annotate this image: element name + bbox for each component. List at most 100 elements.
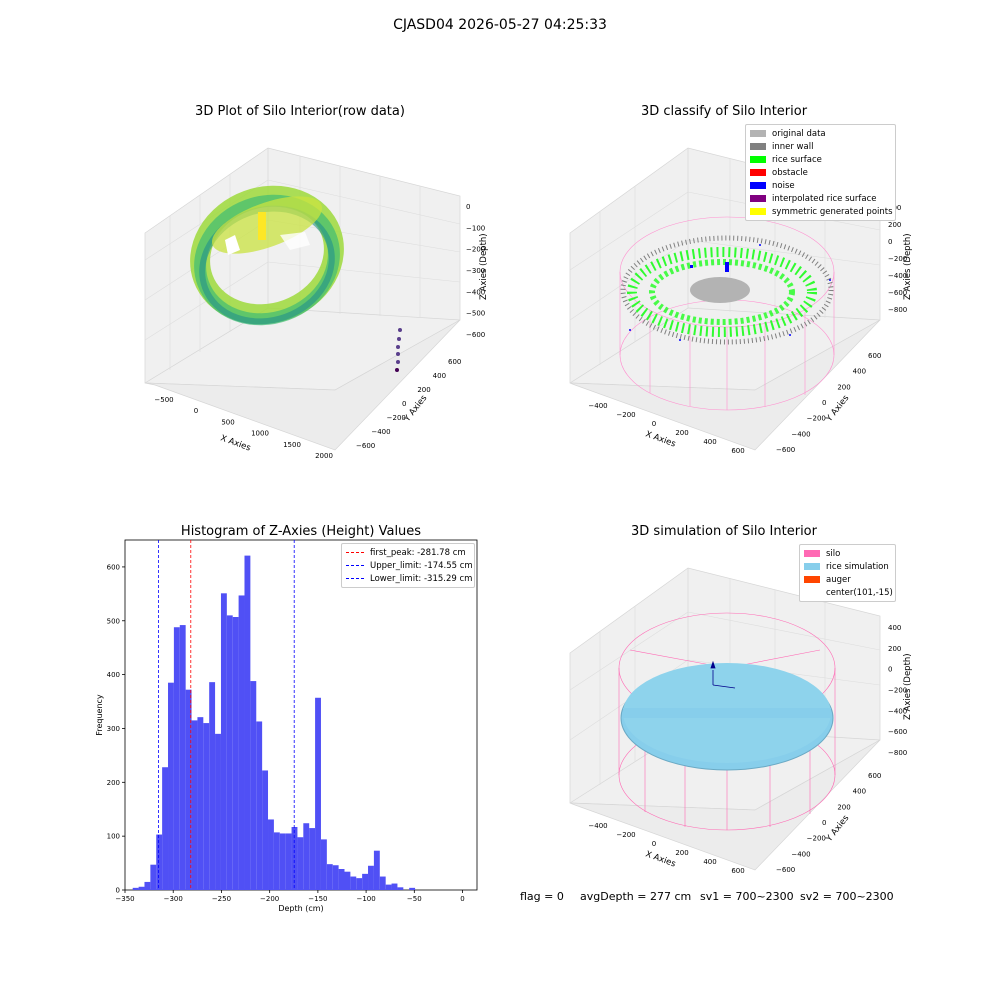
histogram-bar: [315, 697, 321, 890]
histogram-x-tick-label: −200: [260, 895, 279, 903]
legend-label: rice surface: [772, 154, 822, 165]
axis-tick-label: −500: [466, 310, 485, 318]
histogram-bar: [309, 828, 316, 890]
axis-tick-label: −500: [154, 396, 173, 404]
axis-tick-label: −300: [466, 267, 485, 275]
axis-tick-label: 0: [652, 420, 656, 428]
sim-auger: [710, 660, 736, 689]
axis-tick-label: 500: [221, 418, 234, 426]
raw-point-cloud: [190, 185, 344, 326]
histogram-bar: [273, 832, 280, 890]
legend-label: center(101,-15): [826, 587, 893, 598]
axis-tick-label: 400: [703, 858, 716, 866]
axis-tick-label: 400: [703, 438, 716, 446]
histogram-bar: [379, 876, 386, 890]
axis-tick-label: −400: [888, 707, 907, 715]
sv2-text: sv2 = 700~2300: [800, 890, 894, 903]
axis-tick-label: −200: [466, 246, 485, 254]
histogram-bar: [303, 823, 310, 890]
legend-swatch: [750, 130, 766, 137]
axis-tick-label: 0: [402, 400, 406, 408]
histogram-bar: [409, 887, 416, 890]
axis-tick-label: −600: [776, 866, 795, 874]
axis-tick-label: 0: [822, 819, 826, 827]
histogram-bar: [226, 615, 233, 890]
sim-z-axis-label: Z Axies (Depth): [903, 653, 913, 720]
histogram-bar: [150, 864, 157, 890]
histogram-bar: [238, 595, 245, 890]
histogram-bar: [268, 819, 274, 890]
axis-tick-label: −600: [776, 446, 795, 454]
axis-tick-label: 0: [888, 238, 892, 246]
axis-tick-label: 400: [888, 624, 901, 632]
histogram-bar: [250, 681, 257, 890]
axis-tick-label: 200: [675, 849, 688, 857]
histogram-bar: [144, 881, 151, 890]
axis-tick-label: 600: [868, 352, 881, 360]
histogram-bar: [138, 886, 145, 890]
axis-tick-label: 0: [822, 399, 826, 407]
raw-x-axis-label: X Axies: [219, 433, 252, 453]
histogram-bar: [262, 770, 269, 890]
histogram-bar: [338, 869, 345, 890]
histogram-bar: [385, 884, 392, 890]
axis-tick-label: 200: [837, 803, 850, 811]
histogram-bar: [232, 617, 239, 890]
histogram-bar: [162, 767, 169, 890]
histogram-bar: [297, 837, 304, 890]
legend-item: inner wall: [746, 140, 895, 153]
axis-tick-label: 0: [194, 407, 198, 415]
histogram-x-tick-label: −350: [115, 895, 134, 903]
histogram-bar: [397, 887, 404, 890]
axis-tick-label: 400: [433, 372, 446, 380]
axis-tick-label: 600: [731, 447, 744, 455]
histogram-bar: [256, 721, 263, 890]
histogram-legend-item: Upper_limit: -174.55 cm: [342, 559, 474, 572]
sim-y-axis-label: Y Axies: [824, 813, 852, 845]
axis-tick-label: 400: [853, 788, 866, 796]
histogram-bar: [332, 865, 339, 890]
sim-legend: silo rice simulation auger center(101,-15): [799, 544, 896, 602]
axis-tick-label: −200: [888, 255, 907, 263]
axis-tick-label: 600: [731, 867, 744, 875]
legend-label: interpolated rice surface: [772, 193, 877, 204]
legend-swatch: [750, 156, 766, 163]
axis-tick-label: −400: [371, 428, 390, 436]
histogram-y-tick-label: 200: [107, 779, 120, 787]
histogram-title: Histogram of Z-Axies (Height) Values: [180, 524, 422, 539]
legend-swatch: [750, 195, 766, 202]
axis-tick-label: 200: [888, 645, 901, 653]
legend-item: symmetric generated points: [746, 205, 895, 218]
sim-x-axis-label: X Axies: [644, 849, 677, 869]
raw-panel-title: 3D Plot of Silo Interior(row data): [195, 104, 405, 119]
histogram-bar: [356, 878, 363, 890]
histogram-bar: [220, 593, 227, 890]
legend-label: Upper_limit: -174.55 cm: [370, 560, 473, 571]
sv1-text: sv1 = 700~2300: [700, 890, 794, 903]
histogram-bar: [350, 876, 357, 890]
axis-tick-label: −600: [888, 728, 907, 736]
axis-tick-label: 1500: [283, 441, 301, 449]
legend-label: rice simulation: [826, 561, 889, 572]
histogram-x-tick-label: −250: [212, 895, 231, 903]
sim-panel-title: 3D simulation of Silo Interior: [631, 524, 817, 539]
legend-swatch: [750, 143, 766, 150]
histogram-bar: [344, 871, 351, 890]
figure-suptitle: CJASD04 2026-05-27 04:25:33: [393, 17, 607, 33]
histogram-bar: [391, 883, 398, 890]
axis-tick-label: 2000: [315, 452, 333, 460]
histogram-bar: [209, 682, 216, 890]
legend-swatch: [804, 589, 820, 596]
histogram-x-tick-label: −150: [308, 895, 327, 903]
axis-tick-label: −100: [466, 224, 485, 232]
axis-tick-label: −400: [791, 850, 810, 858]
axis-tick-label: 0: [888, 666, 892, 674]
histogram-y-tick-label: 300: [107, 725, 120, 733]
classify-y-axis-label: Y Axies: [824, 393, 852, 425]
axis-tick-label: 200: [417, 386, 430, 394]
legend-item: noise: [746, 179, 895, 192]
axis-tick-label: −200: [616, 411, 635, 419]
axis-tick-label: −400: [466, 288, 485, 296]
raw-z-axis-label: Z Axies (Depth): [479, 233, 489, 300]
legend-swatch: [750, 182, 766, 189]
